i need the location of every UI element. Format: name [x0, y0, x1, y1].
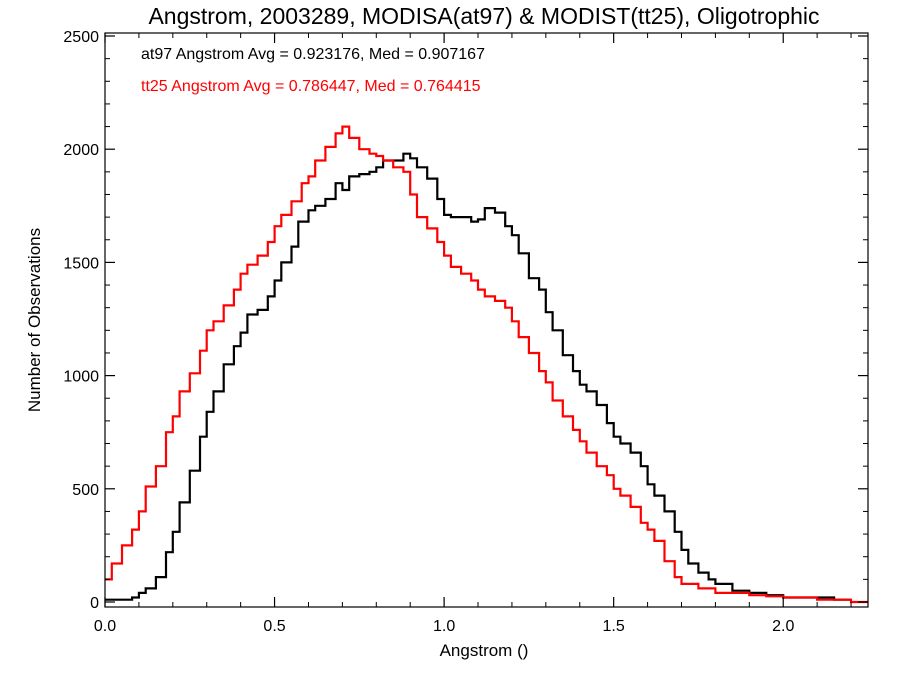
x-tick-label: 0.5 [263, 618, 285, 635]
y-tick-label: 500 [72, 482, 99, 499]
series-line-0 [105, 152, 851, 601]
y-tick-label: 0 [90, 595, 99, 612]
series-layer [105, 125, 868, 604]
chart-title: Angstrom, 2003289, MODISA(at97) & MODIST… [148, 3, 819, 29]
x-tick-label: 2.0 [772, 618, 794, 635]
x-axis-label: Angstrom () [440, 641, 529, 660]
annotation-tt25: tt25 Angstrom Avg = 0.786447, Med = 0.76… [141, 78, 481, 95]
x-tick-label: 0.0 [94, 618, 116, 635]
y-tick-label: 2500 [63, 29, 99, 46]
axis-layer: 0.0 0.5 1.0 1.5 2.0 0 500 1000 1500 2000 2500 [63, 29, 868, 635]
plot-frame [104, 32, 869, 608]
y-tick-label: 2000 [63, 142, 99, 159]
y-tick-label: 1000 [63, 369, 99, 386]
series-line-1 [105, 125, 868, 604]
annotation-at97: at97 Angstrom Avg = 0.923176, Med = 0.90… [141, 46, 485, 63]
x-tick-label: 1.5 [603, 618, 625, 635]
x-tick-label: 1.0 [433, 618, 455, 635]
y-tick-label: 1500 [63, 255, 99, 272]
y-axis-label: Number of Observations [25, 228, 44, 412]
